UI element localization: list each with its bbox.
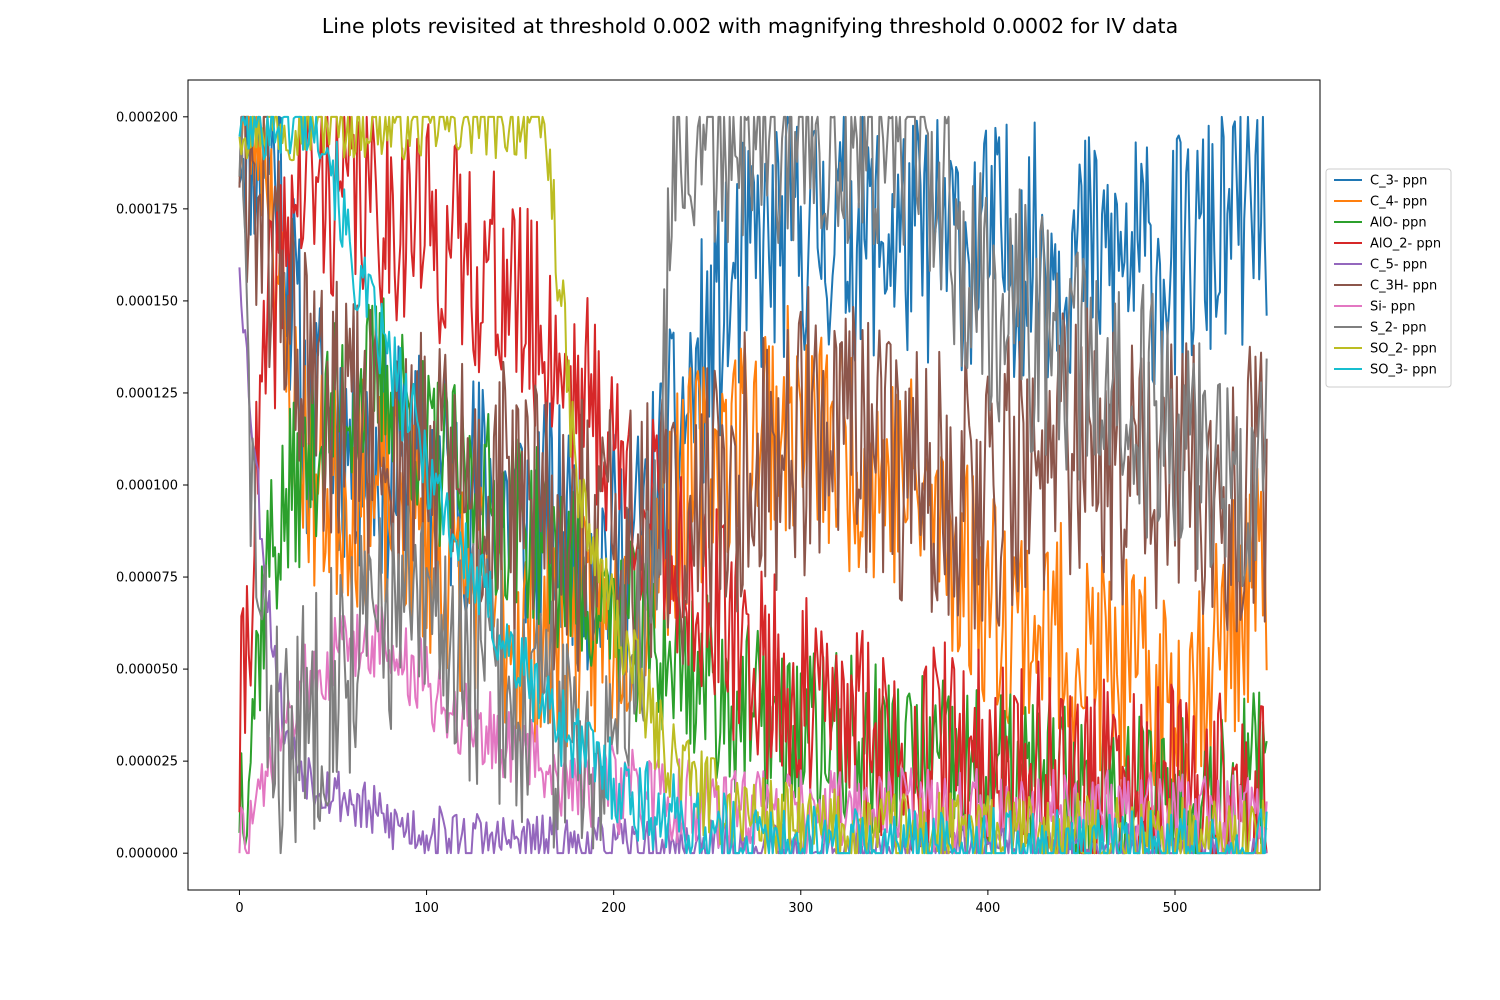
- series-line-so-3-ppn: [238, 115, 1268, 855]
- y-tick-label: 0.000050: [116, 663, 178, 678]
- x-tick-label: 200: [601, 901, 626, 916]
- legend-label: C_4- ppn: [1370, 195, 1427, 210]
- x-tick-label: 0: [235, 901, 243, 916]
- y-tick-label: 0.000075: [116, 571, 178, 586]
- y-tick-label: 0.000100: [116, 479, 178, 494]
- y-axis: 0.000000 0.000025 0.000050 0.000075 0.000100…: [116, 110, 188, 862]
- x-tick-label: 500: [1163, 901, 1188, 916]
- legend-box: [1325, 168, 1452, 388]
- legend-label: C_5- ppn: [1370, 258, 1427, 273]
- legend-label: SO_2- ppn: [1370, 342, 1437, 357]
- legend: C_3- ppn C_4- ppn AlO- ppn AlO_2- ppn C_5- p…: [1325, 168, 1452, 388]
- x-axis: 0 100 200 300 400 500: [235, 890, 1187, 916]
- series-line-alo-2-ppn: [238, 115, 1268, 855]
- x-tick-label: 400: [975, 901, 1000, 916]
- y-tick-label: 0.000175: [116, 202, 178, 217]
- x-tick-label: 100: [414, 901, 439, 916]
- legend-label: S_2- ppn: [1370, 321, 1427, 336]
- chart-title: Line plots revisited at threshold 0.002 …: [321, 14, 1179, 38]
- series-layer: [238, 115, 1268, 855]
- y-tick-label: 0.000125: [116, 386, 178, 401]
- legend-label: Si- ppn: [1370, 300, 1415, 315]
- legend-label: C_3H- ppn: [1370, 279, 1437, 294]
- y-tick-label: 0.000150: [116, 294, 178, 309]
- y-tick-label: 0.000025: [116, 755, 178, 770]
- legend-label: C_3- ppn: [1370, 174, 1427, 189]
- y-tick-label: 0.000000: [116, 847, 178, 862]
- legend-label: SO_3- ppn: [1370, 363, 1437, 378]
- y-tick-label: 0.000200: [116, 110, 178, 125]
- legend-label: AlO- ppn: [1370, 216, 1427, 231]
- series-line-c-4-ppn: [238, 115, 1268, 815]
- legend-label: AlO_2- ppn: [1370, 237, 1441, 252]
- series-line-s-2-ppn: [238, 115, 1268, 855]
- x-tick-label: 300: [788, 901, 813, 916]
